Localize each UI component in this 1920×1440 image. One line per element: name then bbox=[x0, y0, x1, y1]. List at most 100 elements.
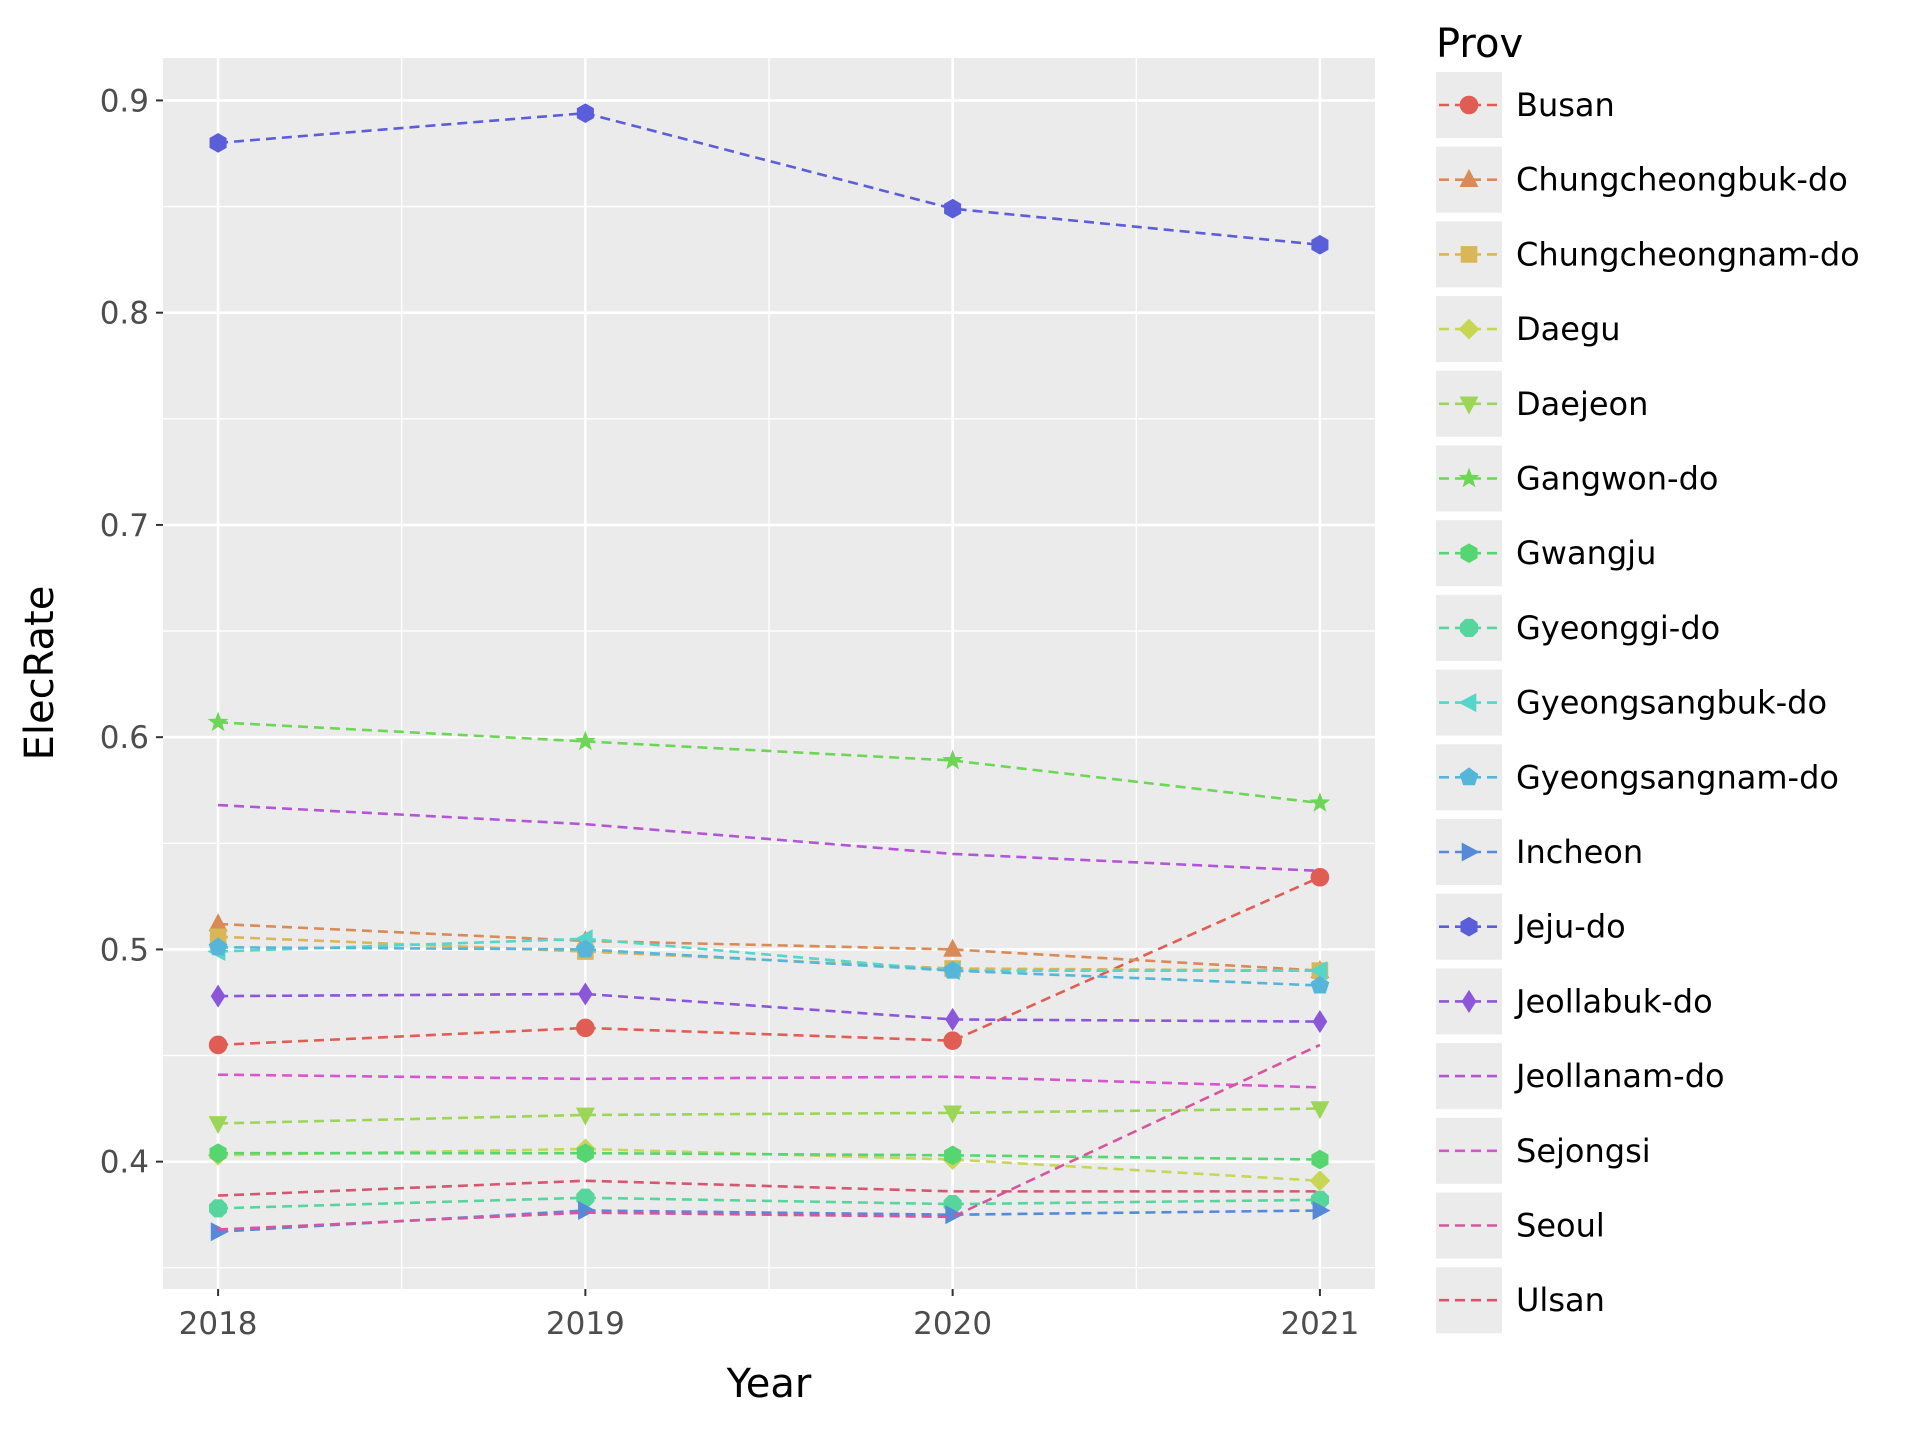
legend-key-marker bbox=[1459, 767, 1479, 786]
series-line-gangwon-do bbox=[218, 721, 1321, 805]
legend-item-incheon: Incheon bbox=[1436, 819, 1643, 885]
series-gwangju bbox=[209, 1143, 1329, 1170]
legend-label: Seoul bbox=[1516, 1207, 1605, 1245]
x-tick-label: 2020 bbox=[913, 1306, 992, 1342]
series-line-gyeongsangbuk-do bbox=[218, 937, 1320, 972]
point-incheon bbox=[1312, 1200, 1331, 1220]
y-tick-label: 0.7 bbox=[100, 508, 149, 544]
legend-key-marker bbox=[1461, 842, 1480, 862]
series-line-gyeonggi-do bbox=[218, 1196, 1320, 1210]
legend-item-gyeongsangbuk-do: Gyeongsangbuk-do bbox=[1436, 669, 1827, 736]
legend-item-busan: Busan bbox=[1436, 72, 1615, 138]
point-gyeongsangnam-do bbox=[575, 939, 595, 958]
legend-item-seoul: Seoul bbox=[1436, 1192, 1605, 1259]
legend-key-marker bbox=[1459, 169, 1479, 187]
series-line-gyeongsangnam-do bbox=[218, 945, 1320, 987]
legend-key-marker bbox=[1460, 246, 1478, 263]
series-gyeongsangnam-do bbox=[208, 937, 1330, 994]
y-tick-label: 0.4 bbox=[100, 1145, 149, 1181]
x-axis: 2018 2019 2020 2021 bbox=[179, 1289, 1359, 1342]
point-busan bbox=[208, 1035, 228, 1055]
point-gangwon-do bbox=[207, 711, 229, 732]
point-gwangju bbox=[209, 1143, 227, 1164]
legend-item-sejongsi: Sejongsi bbox=[1436, 1117, 1651, 1184]
legend-key-marker bbox=[1458, 467, 1480, 488]
legend-title: Prov bbox=[1436, 21, 1523, 67]
legend-label: Gyeonggi-do bbox=[1516, 609, 1720, 647]
legend-label: Daejeon bbox=[1516, 385, 1648, 423]
series-line-sejongsi bbox=[218, 1073, 1320, 1089]
series-gangwon-do bbox=[207, 711, 1331, 812]
legend-label: Chungcheongbuk-do bbox=[1516, 161, 1848, 199]
y-axis: 0.4 0.5 0.6 0.7 0.8 0.9 bbox=[100, 83, 163, 1181]
series-jeju-do bbox=[209, 103, 1329, 255]
point-incheon bbox=[578, 1200, 597, 1220]
point-gwangju bbox=[576, 1143, 594, 1164]
legend-item-daegu: Daegu bbox=[1436, 296, 1621, 363]
x-tick-label: 2019 bbox=[546, 1306, 625, 1342]
legend-label: Daegu bbox=[1516, 310, 1621, 348]
legend-item-daejeon: Daejeon bbox=[1436, 370, 1648, 437]
point-gyeongsangnam-do bbox=[208, 937, 228, 956]
legend-item-gyeongsangnam-do: Gyeongsangnam-do bbox=[1436, 744, 1839, 811]
point-jeollabuk-do bbox=[210, 984, 226, 1008]
legend-label: Chungcheongnam-do bbox=[1516, 235, 1860, 273]
x-tick-label: 2018 bbox=[179, 1306, 258, 1342]
grid-layer bbox=[163, 58, 1375, 1289]
legend-item-jeju-do: Jeju-do bbox=[1436, 893, 1626, 960]
legend-key-marker bbox=[1459, 396, 1479, 415]
legend-label: Jeollabuk-do bbox=[1514, 982, 1713, 1020]
legend: Busan Chungcheongbuk-do Chungcheongnam-do D… bbox=[1436, 72, 1860, 1334]
point-jeju-do bbox=[1311, 234, 1329, 255]
point-busan bbox=[576, 1018, 595, 1038]
legend-label: Gyeongsangnam-do bbox=[1516, 758, 1839, 796]
point-busan bbox=[1310, 867, 1330, 887]
point-daejeon bbox=[208, 1116, 228, 1135]
point-jeju-do bbox=[209, 133, 227, 153]
legend-key-marker bbox=[1459, 618, 1479, 637]
point-gangwon-do bbox=[942, 749, 963, 770]
legend-item-chungcheongbuk-do: Chungcheongbuk-do bbox=[1436, 146, 1848, 213]
point-jeollabuk-do bbox=[1312, 1010, 1328, 1034]
point-jeju-do bbox=[576, 103, 594, 124]
point-gwangju bbox=[944, 1145, 962, 1166]
series-jeollanam-do bbox=[218, 803, 1320, 873]
legend-key-marker bbox=[1459, 95, 1479, 115]
series-line-jeollanam-do bbox=[218, 803, 1320, 873]
point-chungcheongbuk-do bbox=[943, 938, 963, 957]
point-daejeon bbox=[575, 1107, 595, 1126]
point-gwangju bbox=[1311, 1149, 1329, 1170]
point-jeollabuk-do bbox=[578, 982, 593, 1006]
series-jeollabuk-do bbox=[210, 982, 1328, 1034]
series-line-seoul bbox=[218, 1043, 1321, 1231]
legend-label: Gangwon-do bbox=[1516, 460, 1718, 498]
legend-label: Jeollanam-do bbox=[1514, 1057, 1725, 1095]
legend-label: Sejongsi bbox=[1516, 1132, 1651, 1170]
series-line-chungcheongbuk-do bbox=[218, 922, 1320, 972]
point-gyeongsangnam-do bbox=[943, 960, 963, 979]
point-gyeongsangbuk-do bbox=[1309, 961, 1328, 981]
point-busan bbox=[943, 1031, 962, 1050]
point-jeollabuk-do bbox=[945, 1007, 960, 1032]
point-gangwon-do bbox=[1309, 792, 1331, 812]
point-incheon bbox=[210, 1222, 229, 1242]
series-line-daejeon bbox=[218, 1107, 1320, 1125]
legend-item-ulsan: Ulsan bbox=[1436, 1267, 1605, 1334]
series-line-gwangju bbox=[218, 1151, 1320, 1161]
x-axis-title: Year bbox=[726, 1361, 812, 1407]
point-gangwon-do bbox=[575, 730, 596, 751]
legend-label: Gwangju bbox=[1516, 534, 1656, 572]
y-axis-title: ElecRate bbox=[17, 586, 63, 761]
legend-label: Jeju-do bbox=[1514, 908, 1626, 946]
x-tick-label: 2021 bbox=[1280, 1306, 1359, 1342]
point-jeju-do bbox=[944, 198, 962, 219]
legend-key-marker bbox=[1458, 318, 1480, 340]
legend-key-marker bbox=[1460, 916, 1478, 937]
legend-label: Gyeongsangbuk-do bbox=[1516, 684, 1827, 722]
series-layer bbox=[207, 103, 1331, 1242]
legend-item-gangwon-do: Gangwon-do bbox=[1436, 445, 1718, 512]
legend-item-jeollanam-do: Jeollanam-do bbox=[1436, 1043, 1725, 1110]
legend-item-gyeonggi-do: Gyeonggi-do bbox=[1436, 594, 1720, 661]
y-tick-label: 0.5 bbox=[100, 932, 149, 968]
